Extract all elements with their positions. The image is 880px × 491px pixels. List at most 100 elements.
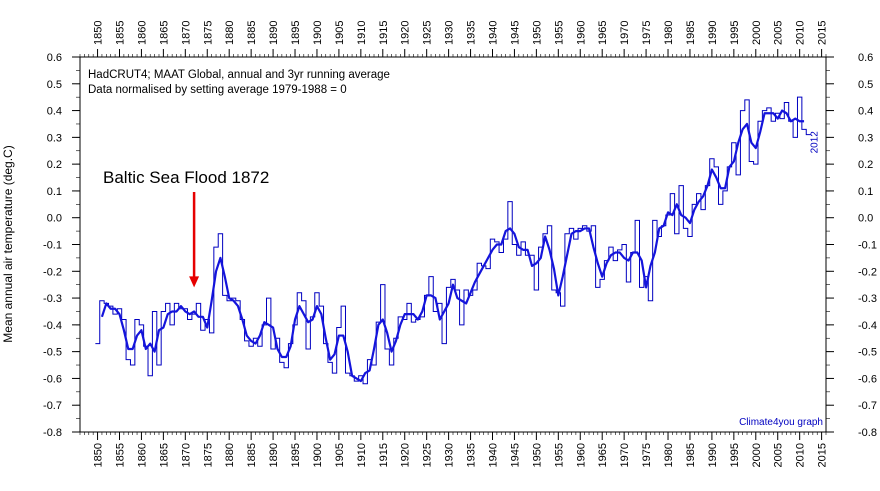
x-tick-label-top: 1895 [290, 21, 302, 45]
y-tick-label-right: 0.2 [858, 159, 873, 171]
y-tick-label-right: 0.6 [858, 52, 873, 64]
y-tick-label-right: -0.6 [858, 373, 877, 385]
x-tick-label-top: 1865 [158, 21, 170, 45]
x-tick-label-bottom: 1890 [268, 443, 280, 467]
x-tick-label-bottom: 1970 [619, 443, 631, 467]
y-tick-label-right: -0.3 [858, 293, 877, 305]
x-tick-label-top: 1995 [729, 21, 741, 45]
y-tick-label-left: 0.6 [47, 52, 62, 64]
y-tick-label-left: -0.2 [43, 266, 62, 278]
x-tick-label-bottom: 1895 [290, 443, 302, 467]
x-tick-label-top: 1980 [663, 21, 675, 45]
y-tick-label-right: 0.4 [858, 106, 873, 118]
x-tick-label-bottom: 1965 [597, 443, 609, 467]
x-tick-label-top: 1935 [466, 21, 478, 45]
x-tick-label-top: 1960 [575, 21, 587, 45]
y-tick-label-left: 0.1 [47, 186, 62, 198]
x-tick-label-top: 1920 [400, 21, 412, 45]
x-tick-label-bottom: 2010 [795, 443, 807, 467]
x-tick-label-top: 1970 [619, 21, 631, 45]
y-tick-label-left: 0.3 [47, 132, 62, 144]
x-tick-label-bottom: 1885 [246, 443, 258, 467]
annotation-label: Baltic Sea Flood 1872 [103, 168, 269, 187]
x-tick-label-bottom: 2015 [817, 443, 829, 467]
x-tick-label-bottom: 1915 [378, 443, 390, 467]
y-tick-label-left: -0.4 [43, 320, 62, 332]
x-tick-label-top: 2000 [751, 21, 763, 45]
end-year-label: 2012 [809, 131, 820, 154]
y-tick-label-left: -0.6 [43, 373, 62, 385]
x-tick-label-top: 1950 [531, 21, 543, 45]
x-tick-label-top: 1945 [509, 21, 521, 45]
annotation-arrow-head [189, 276, 200, 288]
y-tick-label-left: 0.2 [47, 159, 62, 171]
y-tick-label-left: -0.7 [43, 400, 62, 412]
x-tick-label-top: 1875 [202, 21, 214, 45]
y-tick-label-left: -0.3 [43, 293, 62, 305]
y-tick-label-left: -0.5 [43, 347, 62, 359]
chart-note-line-1: HadCRUT4; MAAT Global, annual and 3yr ru… [88, 69, 390, 81]
x-tick-label-top: 1860 [136, 21, 148, 45]
x-tick-label-bottom: 1875 [202, 443, 214, 467]
x-tick-label-bottom: 1945 [509, 443, 521, 467]
x-tick-label-top: 1890 [268, 21, 280, 45]
x-tick-label-top: 1910 [356, 21, 368, 45]
y-tick-label-right: 0.1 [858, 186, 873, 198]
x-tick-label-bottom: 1925 [422, 443, 434, 467]
x-tick-label-top: 1985 [685, 21, 697, 45]
x-tick-label-bottom: 1935 [466, 443, 478, 467]
x-tick-label-top: 1955 [553, 21, 565, 45]
x-tick-label-top: 1905 [334, 21, 346, 45]
x-tick-label-bottom: 1900 [312, 443, 324, 467]
x-tick-label-top: 1900 [312, 21, 324, 45]
x-tick-label-bottom: 1855 [114, 443, 126, 467]
x-tick-label-top: 1940 [487, 21, 499, 45]
x-tick-label-top: 1855 [114, 21, 126, 45]
x-tick-label-bottom: 1880 [224, 443, 236, 467]
chart-credit: Climate4you graph [739, 417, 823, 428]
axis-ticks [72, 49, 834, 440]
y-tick-label-right: 0.5 [858, 79, 873, 91]
x-tick-label-bottom: 1905 [334, 443, 346, 467]
x-tick-label-top: 1975 [641, 21, 653, 45]
y-tick-label-left: 0.5 [47, 79, 62, 91]
x-tick-label-bottom: 2000 [751, 443, 763, 467]
x-tick-label-top: 1925 [422, 21, 434, 45]
x-tick-label-top: 2010 [795, 21, 807, 45]
x-tick-label-bottom: 1865 [158, 443, 170, 467]
x-tick-label-bottom: 1980 [663, 443, 675, 467]
x-tick-label-top: 1885 [246, 21, 258, 45]
annotation-arrow [189, 192, 200, 288]
plot-frame [79, 56, 827, 433]
running-average-line [100, 109, 805, 383]
x-tick-label-top: 1850 [93, 21, 105, 45]
y-tick-label-left: -0.8 [43, 427, 62, 439]
x-tick-label-top: 1880 [224, 21, 236, 45]
y-tick-label-right: -0.5 [858, 347, 877, 359]
x-tick-label-bottom: 1985 [685, 443, 697, 467]
y-tick-label-right: -0.1 [858, 240, 877, 252]
x-tick-label-bottom: 1930 [444, 443, 456, 467]
y-tick-label-left: -0.1 [43, 240, 62, 252]
annual-step-line [95, 96, 811, 385]
x-tick-label-bottom: 1950 [531, 443, 543, 467]
x-tick-label-bottom: 1960 [575, 443, 587, 467]
y-tick-label-right: -0.8 [858, 427, 877, 439]
running-average-series [100, 109, 805, 383]
y-tick-label-left: 0.4 [47, 106, 62, 118]
y-tick-label-right: 0.3 [858, 132, 873, 144]
chart-note-line-2: Data normalised by setting average 1979-… [88, 84, 347, 96]
axis-tick-labels: 1850 1850 1855 1855 1860 1860 1865 1865 1870 1870… [43, 21, 877, 468]
x-tick-label-bottom: 1850 [93, 443, 105, 467]
y-tick-label-right: -0.7 [858, 400, 877, 412]
annual-series [95, 96, 811, 385]
x-tick-label-top: 1870 [180, 21, 192, 45]
x-tick-label-bottom: 1990 [707, 443, 719, 467]
x-tick-label-top: 1965 [597, 21, 609, 45]
y-tick-label-right: 0.0 [858, 213, 873, 225]
x-tick-label-top: 1915 [378, 21, 390, 45]
x-tick-label-bottom: 2005 [773, 443, 785, 467]
x-tick-label-top: 1930 [444, 21, 456, 45]
y-axis-label: Mean annual air temperature (deg.C) [1, 145, 15, 342]
